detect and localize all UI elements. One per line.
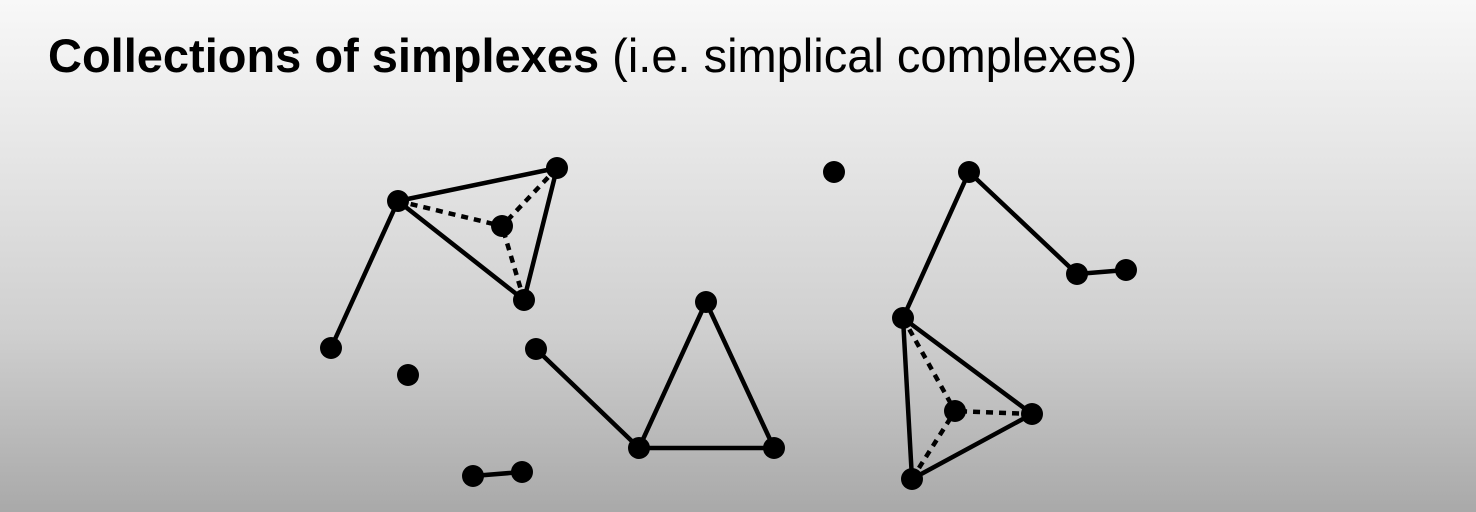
vertex bbox=[892, 307, 914, 329]
tetrahedron-right bbox=[892, 307, 1043, 490]
vertex bbox=[763, 437, 785, 459]
tetrahedron-left-hidden-edge-a bbox=[397, 198, 503, 229]
edge bbox=[533, 346, 642, 451]
tetrahedron-right-edge-top bbox=[900, 315, 1035, 417]
tetrahedron-right-hidden-edge-b bbox=[954, 408, 1033, 417]
vertex bbox=[546, 157, 568, 179]
tetrahedron-right-hidden-edge-a bbox=[901, 316, 957, 413]
vertex bbox=[695, 291, 717, 313]
tetrahedron-left-edge-right bbox=[521, 165, 560, 303]
vertex bbox=[958, 161, 980, 183]
edge bbox=[328, 198, 401, 351]
tetrahedron-left bbox=[387, 157, 568, 311]
vertex bbox=[513, 289, 535, 311]
tetrahedron-left-edge-left bbox=[395, 198, 527, 303]
tetrahedron-left-hidden-edge-b bbox=[500, 166, 559, 228]
edge-left-dangling bbox=[320, 198, 401, 359]
vertex bbox=[1021, 403, 1043, 425]
tetrahedron-right-hidden-edge-c bbox=[910, 409, 957, 481]
vertex bbox=[628, 437, 650, 459]
isolated-vertex-left bbox=[397, 364, 419, 386]
vertex bbox=[944, 400, 966, 422]
edge bbox=[636, 299, 709, 451]
vertex bbox=[320, 337, 342, 359]
vertex bbox=[491, 215, 513, 237]
slide-title: Collections of simplexes (i.e. simplical… bbox=[48, 26, 1137, 86]
slide-title-bold: Collections of simplexes bbox=[48, 29, 600, 82]
edge bbox=[900, 169, 972, 321]
edge bbox=[966, 169, 1080, 277]
triangle-middle bbox=[525, 291, 785, 459]
tetrahedron-left-edge-top bbox=[395, 165, 560, 204]
edge bbox=[703, 299, 777, 451]
edge-path-right bbox=[900, 161, 1137, 321]
vertex bbox=[901, 468, 923, 490]
vertex bbox=[1066, 263, 1088, 285]
tetrahedron-right-edge-left bbox=[900, 315, 915, 482]
vertex bbox=[462, 465, 484, 487]
edge-bottom-small bbox=[462, 461, 533, 487]
slide-title-subtitle: (i.e. simplical complexes) bbox=[599, 29, 1138, 82]
vertex bbox=[525, 338, 547, 360]
vertex bbox=[511, 461, 533, 483]
tetrahedron-right-edge-bottom bbox=[909, 411, 1035, 482]
isolated-vertex-right bbox=[823, 161, 845, 183]
vertex bbox=[1115, 259, 1137, 281]
